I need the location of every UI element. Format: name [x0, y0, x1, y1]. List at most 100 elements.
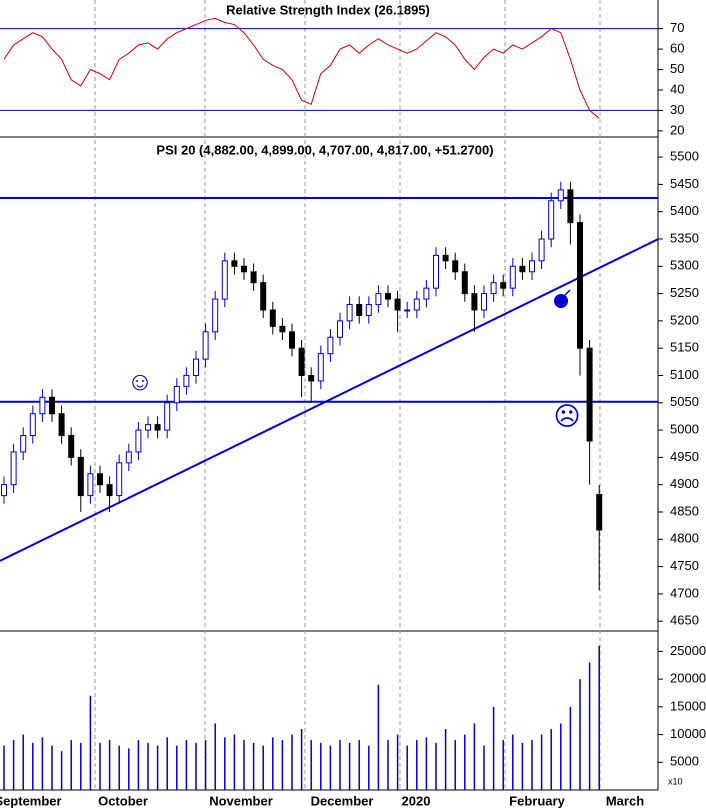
candle-body — [250, 271, 257, 284]
candle-body — [423, 287, 430, 300]
volume-bar — [89, 695, 92, 790]
candle-body — [173, 385, 180, 404]
volume-bar — [406, 745, 408, 790]
volume-bar — [425, 737, 428, 790]
y-tick-label: 5150 — [670, 340, 699, 355]
volume-bar — [569, 706, 572, 790]
y-tick-label: 40 — [670, 81, 684, 96]
candle-body — [202, 331, 209, 360]
volume-bar — [214, 723, 216, 790]
volume-bar — [204, 740, 207, 790]
price-title: PSI 20 (4,882.00, 4,899.00, 4,707.00, 4,… — [156, 142, 493, 157]
candle-body — [106, 484, 113, 497]
volume-bar — [598, 645, 600, 790]
y-tick-label: 30 — [670, 102, 684, 117]
volume-bar — [358, 740, 360, 790]
candle-body — [20, 435, 27, 453]
rsi-line — [3, 17, 600, 119]
candle-body — [125, 451, 132, 464]
smiley-icon: ☺ — [127, 366, 154, 396]
volume-bar — [339, 740, 341, 790]
volume-bar — [502, 740, 504, 790]
volume-bar — [166, 737, 168, 790]
x-tick-label: 2020 — [402, 793, 431, 808]
volume-bar — [521, 742, 524, 790]
candle-body — [509, 265, 516, 289]
volume-bar — [128, 748, 130, 790]
volume-bar — [224, 737, 226, 790]
volume-bar — [291, 734, 293, 790]
candle-body — [49, 396, 55, 415]
volume-bar — [512, 734, 514, 790]
candle-body — [413, 298, 420, 311]
candle-body — [279, 325, 286, 333]
candle-body — [29, 413, 36, 437]
volume-bar — [32, 742, 34, 790]
volume-axis-note: x10 — [668, 776, 683, 786]
candle-body — [183, 374, 190, 387]
candle-body — [365, 304, 372, 316]
candle-body — [567, 189, 574, 224]
candle-body — [317, 353, 324, 382]
candle-body — [68, 435, 75, 458]
candle-body — [519, 265, 526, 273]
volume-bar — [579, 679, 581, 790]
volume-bar — [435, 742, 437, 790]
candle-body — [394, 298, 401, 311]
y-tick-label: 15000 — [670, 698, 706, 713]
y-tick-label: 25000 — [670, 643, 706, 658]
candle-body — [77, 456, 84, 497]
y-tick-label: 70 — [670, 20, 684, 35]
volume-bar — [70, 740, 72, 790]
volume-bar — [185, 740, 188, 790]
y-tick-label: 4750 — [670, 558, 699, 573]
bomb-icon — [554, 294, 568, 308]
y-tick-label: 5200 — [670, 312, 699, 327]
candle-body — [87, 473, 94, 497]
volume-bar — [454, 740, 456, 790]
volume-bar — [387, 740, 389, 790]
y-tick-label: 5250 — [670, 285, 699, 300]
candle-body — [116, 462, 123, 497]
volume-bar — [416, 740, 418, 790]
candle-body — [481, 293, 487, 311]
candle-body — [404, 309, 411, 312]
candle-body — [346, 304, 353, 322]
y-tick-label: 5050 — [670, 394, 699, 409]
volume-bar — [540, 734, 543, 790]
candle-body — [577, 222, 583, 349]
y-tick-label: 4900 — [670, 476, 699, 491]
frown-icon: ☹ — [553, 401, 580, 431]
volume-bar — [396, 734, 399, 790]
y-tick-label: 60 — [670, 41, 684, 56]
y-tick-label: 4700 — [670, 585, 699, 600]
volume-bar — [118, 745, 120, 790]
candle-body — [375, 293, 382, 306]
volume-bar — [368, 745, 370, 790]
volume-bar — [80, 742, 82, 790]
volume-bar — [464, 734, 466, 790]
y-tick-label: 4850 — [670, 503, 699, 518]
x-tick-label: December — [311, 793, 374, 808]
volume-bar — [243, 740, 245, 790]
volume-bar — [329, 745, 332, 790]
x-tick-label: September — [0, 793, 62, 808]
y-tick-label: 5400 — [670, 203, 699, 218]
volume-bar — [281, 740, 284, 790]
y-tick-label: 20 — [670, 122, 684, 137]
candle-body — [145, 424, 151, 431]
candle-body — [58, 413, 65, 437]
candle-body — [452, 260, 459, 273]
candle-body — [221, 260, 228, 300]
candle-body — [212, 298, 219, 333]
volume-bar — [147, 742, 149, 790]
y-tick-label: 5100 — [670, 367, 699, 382]
candle-body — [298, 347, 305, 376]
candle-body — [327, 336, 334, 355]
volume-bar — [137, 740, 140, 790]
volume-bar — [272, 737, 274, 790]
volume-bar — [195, 742, 197, 790]
y-tick-label: 50 — [670, 61, 684, 76]
